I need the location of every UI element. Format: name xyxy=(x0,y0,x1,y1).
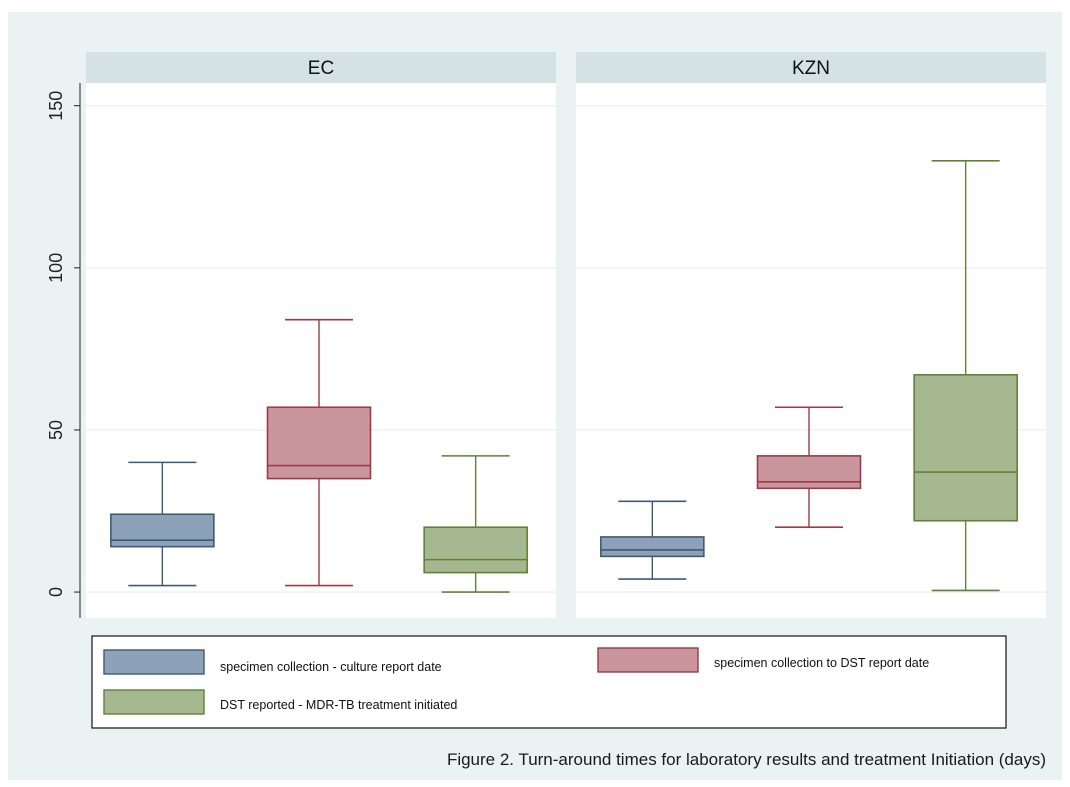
legend-swatch-1 xyxy=(597,647,699,673)
legend-swatch-0 xyxy=(103,649,205,675)
panel-plot-area-1 xyxy=(576,83,1046,618)
box-1-0 xyxy=(600,500,705,580)
panel-title: EC xyxy=(308,58,334,79)
legend-label-1: specimen collection to DST report date xyxy=(714,656,929,670)
box-body xyxy=(110,513,215,548)
y-tick-label-150: 150 xyxy=(46,91,66,121)
y-tick-label-100: 100 xyxy=(46,253,66,283)
legend-label-0: specimen collection - culture report dat… xyxy=(220,660,442,674)
box-body xyxy=(266,406,372,480)
legend-box xyxy=(91,635,1007,729)
box-0-2 xyxy=(423,455,528,593)
box-body xyxy=(423,526,528,574)
box-body xyxy=(913,374,1018,522)
box-0-1 xyxy=(266,318,372,587)
legend: specimen collection - culture report dat… xyxy=(91,635,1007,729)
figure-caption: Figure 2. Turn-around times for laborato… xyxy=(446,750,1046,769)
legend-label-2: DST reported - MDR-TB treatment initiate… xyxy=(220,698,457,712)
box-1-2 xyxy=(913,160,1018,592)
box-1-1 xyxy=(756,406,862,529)
box-0-0 xyxy=(110,461,215,587)
panel-title: KZN xyxy=(792,58,830,79)
legend-swatch-2 xyxy=(103,689,205,715)
figure: 0 50 100 150 EC KZN specimen collection - cult… xyxy=(8,12,1062,780)
panel-header-0 xyxy=(86,52,556,83)
y-tick-label-0: 0 xyxy=(46,587,66,597)
box-body xyxy=(600,536,705,558)
panel-header-1 xyxy=(576,52,1046,83)
box-body xyxy=(756,455,862,490)
box-plot-chart: 0 50 100 150 EC KZN specimen collection - cult… xyxy=(46,52,1046,729)
y-tick-label-50: 50 xyxy=(46,420,66,440)
